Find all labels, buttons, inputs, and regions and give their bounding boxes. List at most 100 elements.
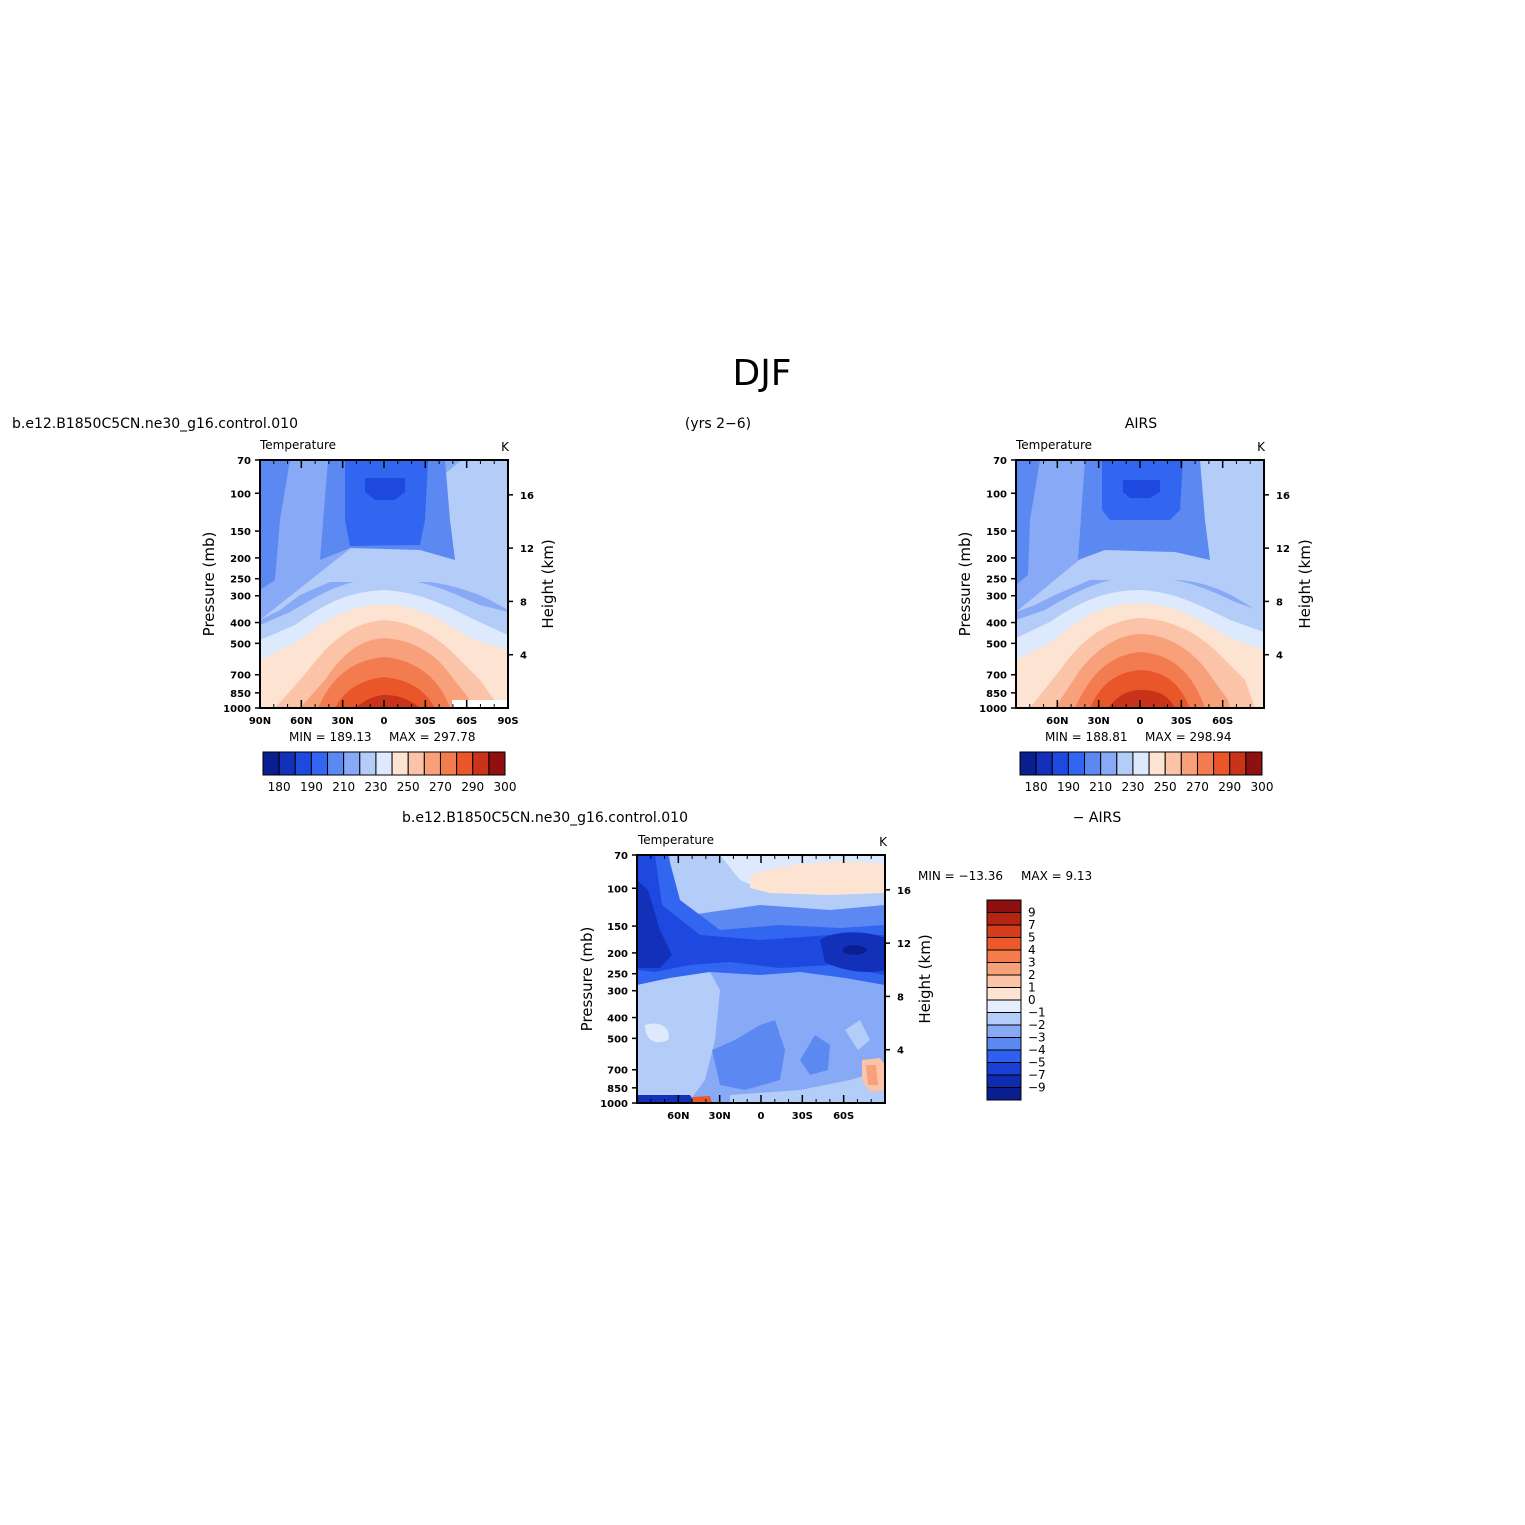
colorbar-swatch: [391, 751, 409, 776]
panel-diff-contours: [637, 855, 885, 1103]
panel-model-colorbar: 180 190 210 230 250 270 290 300: [262, 751, 517, 794]
colorbar-label: 290: [461, 780, 484, 794]
panel-model-variable: Temperature: [259, 438, 336, 452]
colorbar-swatch: [986, 899, 1022, 913]
y-tick-label: 1000: [223, 704, 251, 715]
panel-diff-y2label: Height (km): [916, 934, 934, 1023]
y-tick-label: 200: [986, 554, 1007, 565]
y-tick-label: 250: [986, 575, 1007, 586]
colorbar-swatch: [439, 751, 458, 776]
contour-fill: [637, 972, 720, 1103]
colorbar-label: 300: [1251, 780, 1274, 794]
y-tick-label: 500: [986, 639, 1007, 650]
panel-obs: Temperature K 70 100 150 200 250 300 400 500 700…: [956, 438, 1314, 794]
colorbar-swatch: [1132, 751, 1150, 776]
y-tick-label: 250: [607, 970, 628, 981]
colorbar-label: 180: [268, 780, 291, 794]
contour-fill: [1016, 460, 1040, 585]
contour-fill: [365, 478, 405, 500]
colorbar-swatch: [1116, 751, 1134, 776]
page-title: DJF: [732, 353, 791, 394]
y-tick-label: 100: [230, 489, 251, 500]
panel-obs-ylabel: Pressure (mb): [956, 532, 974, 637]
panel-model-contours: [260, 460, 508, 708]
x-tick-label: 60N: [290, 716, 312, 727]
y-tick-label: 400: [607, 1014, 628, 1025]
x-tick-label: 60S: [1212, 716, 1233, 727]
contour-fill: [345, 460, 428, 546]
y-tick-label: 200: [230, 554, 251, 565]
y2-tick-label: 8: [897, 992, 904, 1003]
colorbar-swatch: [986, 1074, 1022, 1088]
contour-fill: [750, 861, 885, 895]
y-tick-label: 150: [607, 922, 628, 933]
colorbar-label: −1: [1028, 1006, 1046, 1020]
colorbar-label: 210: [332, 780, 355, 794]
colorbar-swatch: [986, 1049, 1022, 1063]
colorbar-swatch: [488, 751, 506, 776]
y-tick-label: 700: [607, 1066, 628, 1077]
y2-tick-label: 8: [520, 597, 527, 608]
colorbar-label: 190: [1057, 780, 1080, 794]
colorbar-swatch: [1035, 751, 1053, 776]
y-tick-label: 200: [607, 949, 628, 960]
contour-fill: [843, 945, 868, 955]
contour-fill: [637, 1095, 695, 1103]
colorbar-swatch: [327, 751, 345, 776]
y-tick-label: 70: [237, 456, 251, 467]
panel-diff-max: MAX = 9.13: [1021, 869, 1092, 883]
x-tick-label: 90S: [497, 716, 518, 727]
colorbar-swatch: [1245, 751, 1263, 776]
colorbar-label: 4: [1028, 943, 1036, 957]
colorbar-swatch: [375, 751, 393, 776]
colorbar-label: 210: [1089, 780, 1112, 794]
x-tick-label: 30N: [1088, 716, 1110, 727]
colorbar-swatch: [1051, 751, 1069, 776]
y2-tick-label: 16: [1276, 491, 1290, 502]
panel-model-units: K: [501, 440, 510, 454]
panel-obs-contours: [1016, 460, 1264, 708]
colorbar-swatch: [1148, 751, 1166, 776]
bottom-right-label: − AIRS: [1073, 810, 1122, 826]
colorbar-swatch: [1164, 751, 1182, 776]
panel-diff-variable: Temperature: [637, 833, 714, 847]
colorbar-swatch: [986, 924, 1022, 938]
colorbar-label: 230: [364, 780, 387, 794]
colorbar-swatch: [407, 751, 425, 776]
x-tick-label: 60N: [667, 1111, 689, 1122]
colorbar-label: −2: [1028, 1018, 1046, 1032]
colorbar-swatch: [1213, 751, 1231, 776]
colorbar-label: 3: [1028, 956, 1036, 970]
colorbar-swatch: [1084, 751, 1102, 776]
x-tick-label: 60S: [833, 1111, 854, 1122]
y-tick-label: 700: [986, 671, 1007, 682]
y-tick-label: 850: [607, 1084, 628, 1095]
contour-fill: [645, 1023, 669, 1043]
y-tick-label: 400: [230, 619, 251, 630]
y2-tick-label: 8: [1276, 597, 1283, 608]
colorbar-swatch: [986, 1037, 1022, 1051]
y2-tick-label: 4: [520, 651, 527, 662]
x-tick-label: 60S: [456, 716, 477, 727]
top-center-label: (yrs 2−6): [685, 416, 751, 432]
colorbar-swatch: [359, 751, 377, 776]
colorbar-swatch: [1100, 751, 1118, 776]
panel-diff-units: K: [879, 835, 888, 849]
y-tick-label: 150: [986, 527, 1007, 538]
colorbar-label: 300: [494, 780, 517, 794]
colorbar-swatch: [1067, 751, 1086, 776]
colorbar-label: 2: [1028, 968, 1036, 982]
colorbar-swatch: [472, 751, 490, 776]
y-tick-label: 70: [993, 456, 1007, 467]
contour-fill: [690, 905, 885, 935]
colorbar-swatch: [423, 751, 441, 776]
panel-model-min: MIN = 189.13: [289, 730, 372, 744]
y-tick-label: 500: [607, 1034, 628, 1045]
x-tick-label: 30S: [792, 1111, 813, 1122]
colorbar-swatch: [343, 751, 361, 776]
y2-tick-label: 12: [1276, 544, 1290, 555]
y-tick-label: 100: [607, 884, 628, 895]
colorbar-swatch: [1229, 751, 1247, 776]
colorbar-label: 250: [397, 780, 420, 794]
